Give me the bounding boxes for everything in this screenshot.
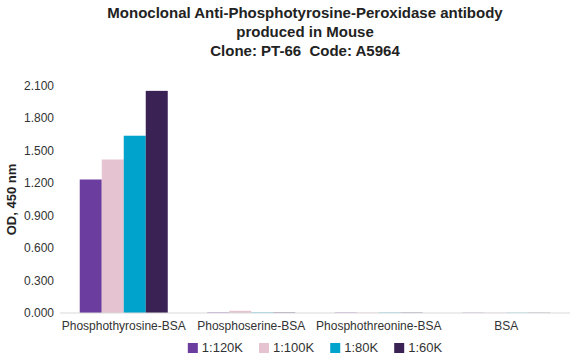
x-axis-line (60, 313, 570, 314)
x-tick-label: Phosphothyrosine-BSA (62, 319, 186, 333)
bar (124, 136, 146, 313)
legend: 1:120K 1:100K 1:80K 1:60K (188, 340, 443, 355)
y-tick-label: 2.100 (24, 79, 54, 93)
legend-label: 1:80K (344, 340, 378, 355)
y-tick-label: 0.900 (24, 209, 54, 223)
bar (102, 160, 124, 313)
legend-swatch (188, 343, 198, 353)
y-tick-label: 1.500 (24, 144, 54, 158)
title-line: produced in Mouse (236, 23, 374, 40)
legend-swatch (394, 343, 404, 353)
bars (80, 91, 551, 313)
y-axis-label: OD, 450 nm (4, 164, 19, 236)
bar (80, 180, 102, 313)
legend-swatch (259, 343, 269, 353)
title: Monoclonal Anti-Phosphotyrosine-Peroxida… (107, 4, 503, 40)
legend-label: 1:100K (273, 340, 315, 355)
legend-label: 1:120K (202, 340, 244, 355)
chart: Monoclonal Anti-Phosphotyrosine-Peroxida… (0, 0, 582, 360)
y-tick-label: 0.300 (24, 274, 54, 288)
legend-swatch (330, 343, 340, 353)
x-tick-label: Phosphothreonine-BSA (316, 319, 441, 333)
x-tick-label: Phosphoserine-BSA (197, 319, 305, 333)
y-tick-label: 1.800 (24, 111, 54, 125)
y-tick-label: 0.600 (24, 241, 54, 255)
legend-label: 1:60K (408, 340, 442, 355)
subtitle: Clone: PT-66 Code: A5964 (210, 42, 400, 59)
y-tick-label: 0.000 (24, 306, 54, 320)
y-tick-label: 1.200 (24, 176, 54, 190)
bar (146, 91, 168, 313)
page: {"chart_data": {"type": "bar", "title": … (0, 0, 582, 360)
title-line: Monoclonal Anti-Phosphotyrosine-Peroxida… (107, 4, 503, 21)
x-tick-label: BSA (494, 319, 518, 333)
